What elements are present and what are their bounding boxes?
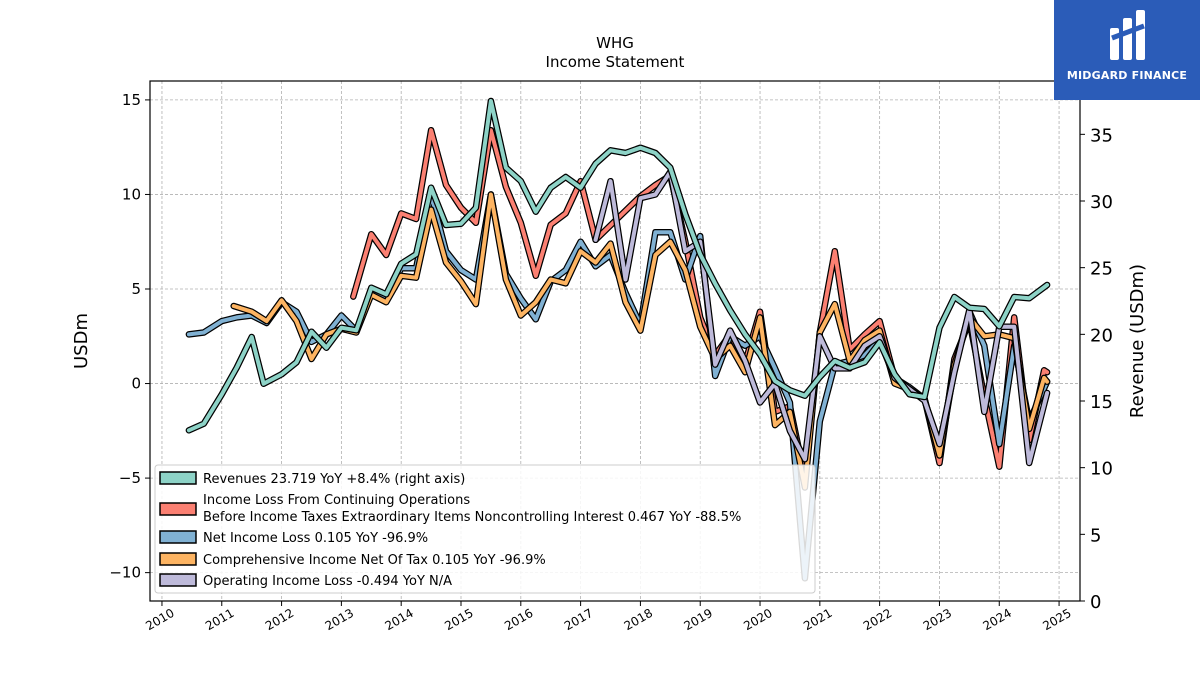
- y-tick-label: −10: [109, 564, 141, 582]
- legend-box: [154, 464, 816, 594]
- legend-label-net-income: Net Income Loss 0.105 YoY -96.9%: [203, 531, 428, 546]
- y2-axis-label: Revenue (USDm): [1127, 264, 1148, 418]
- right-axis: 0 5 10 15 20 25 30 35: [1080, 125, 1113, 613]
- legend-label-revenues: Revenues 23.719 YoY +8.4% (right axis): [203, 472, 465, 487]
- x-tick-label: 2020: [741, 606, 774, 633]
- y-tick-label: −5: [119, 469, 141, 487]
- x-axis: 2010 2011 2012 2013 2014 2015 2016 2017 2018 2019…: [143, 601, 1074, 633]
- chart-title: WHG: [596, 34, 634, 52]
- x-tick-label: 2025: [1040, 606, 1073, 633]
- x-tick-label: 2023: [921, 606, 954, 633]
- y2-tick-label: 0: [1090, 592, 1101, 613]
- x-tick-label: 2013: [323, 606, 356, 633]
- legend-swatch-pretax-income: [159, 502, 197, 516]
- series-layer: [185, 97, 1051, 582]
- legend-label-pretax-income: Income Loss From Continuing Operations: [203, 493, 470, 508]
- y2-tick-label: 20: [1090, 325, 1113, 346]
- x-tick-label: 2012: [263, 606, 296, 633]
- left-axis: −10 −5 0 5 10 15: [109, 91, 150, 582]
- legend-label-comprehensive-income: Comprehensive Income Net Of Tax 0.105 Yo…: [203, 553, 546, 568]
- x-tick-label: 2021: [801, 606, 834, 633]
- x-tick-label: 2018: [622, 606, 655, 633]
- y-tick-label: 5: [131, 280, 141, 298]
- legend: Revenues 23.719 YoY +8.4% (right axis) I…: [154, 464, 816, 594]
- y2-tick-label: 5: [1090, 525, 1101, 546]
- chart-subtitle: Income Statement: [546, 53, 685, 71]
- brand-logo: MIDGARD FINANCE: [1054, 0, 1200, 100]
- legend-swatch-net-income: [159, 530, 197, 544]
- y2-tick-label: 10: [1090, 459, 1113, 480]
- plot-frame: [149, 80, 1081, 602]
- legend-swatch-comprehensive-income: [159, 552, 197, 566]
- y2-tick-label: 30: [1090, 192, 1113, 213]
- legend-label-pretax-income-line2: Before Income Taxes Extraordinary Items …: [203, 510, 741, 525]
- legend-swatch-revenues: [159, 471, 197, 485]
- y2-tick-label: 15: [1090, 392, 1113, 413]
- x-tick-label: 2010: [143, 606, 176, 633]
- y2-tick-label: 25: [1090, 259, 1113, 280]
- brand-name: MIDGARD FINANCE: [1066, 69, 1188, 82]
- y2-tick-label: 35: [1090, 125, 1113, 146]
- series-line-0: [186, 99, 1050, 433]
- x-tick-label: 2017: [562, 606, 595, 633]
- x-tick-label: 2015: [442, 606, 475, 633]
- x-tick-label: 2024: [981, 606, 1014, 633]
- x-tick-label: 2022: [861, 606, 894, 633]
- x-tick-label: 2011: [203, 606, 236, 633]
- legend-swatch-operating-income: [159, 573, 197, 587]
- x-tick-label: 2014: [382, 606, 415, 633]
- legend-label-operating-income: Operating Income Loss -0.494 YoY N/A: [203, 574, 452, 589]
- x-tick-label: 2019: [681, 606, 714, 633]
- x-tick-label: 2016: [502, 606, 535, 633]
- y-tick-label: 15: [122, 91, 141, 109]
- y-tick-label: 10: [122, 185, 141, 203]
- midgard-logo-icon: [1110, 10, 1145, 60]
- y-axis-label: USDm: [71, 313, 92, 369]
- y-tick-label: 0: [131, 375, 141, 393]
